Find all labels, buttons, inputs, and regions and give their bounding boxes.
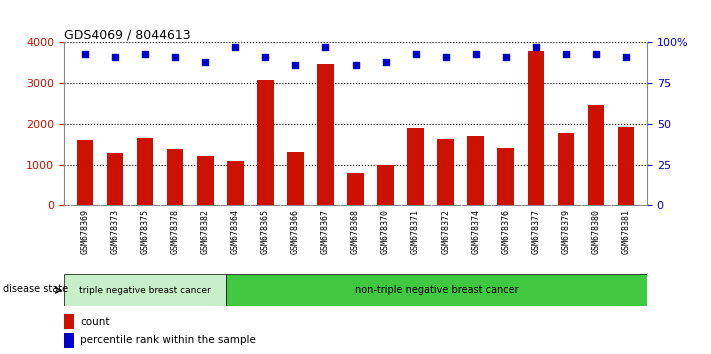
Bar — [347, 173, 364, 205]
Text: triple negative breast cancer: triple negative breast cancer — [79, 286, 211, 295]
Bar — [257, 80, 274, 205]
Point — [470, 51, 481, 57]
Point — [530, 45, 542, 50]
Point — [109, 54, 121, 60]
Point — [139, 51, 151, 57]
Point — [320, 45, 331, 50]
Bar — [588, 105, 604, 205]
Bar — [378, 165, 394, 205]
Point — [560, 51, 572, 57]
Bar — [107, 153, 123, 205]
Bar — [557, 133, 574, 205]
Bar — [137, 138, 154, 205]
Bar — [618, 127, 634, 205]
Text: GSM678375: GSM678375 — [141, 209, 149, 254]
Bar — [467, 136, 484, 205]
Bar — [167, 149, 183, 205]
Text: GSM678367: GSM678367 — [321, 209, 330, 254]
Text: GSM678366: GSM678366 — [291, 209, 300, 254]
Point — [230, 45, 241, 50]
Text: GSM678379: GSM678379 — [562, 209, 570, 254]
Point — [200, 59, 211, 65]
Text: non-triple negative breast cancer: non-triple negative breast cancer — [355, 285, 518, 295]
Text: GSM678369: GSM678369 — [80, 209, 90, 254]
Text: GSM678376: GSM678376 — [501, 209, 510, 254]
Point — [260, 54, 271, 60]
Bar — [407, 128, 424, 205]
Point — [80, 51, 91, 57]
Point — [410, 51, 422, 57]
Text: GSM678382: GSM678382 — [201, 209, 210, 254]
Text: GSM678364: GSM678364 — [231, 209, 240, 254]
Bar — [64, 333, 75, 348]
Text: GSM678365: GSM678365 — [261, 209, 270, 254]
Text: GSM678373: GSM678373 — [111, 209, 119, 254]
Bar — [77, 140, 93, 205]
Point — [350, 62, 361, 68]
Point — [620, 54, 631, 60]
Point — [380, 59, 391, 65]
Text: GSM678381: GSM678381 — [621, 209, 631, 254]
Text: GSM678380: GSM678380 — [592, 209, 600, 254]
Bar — [528, 51, 544, 205]
Text: GDS4069 / 8044613: GDS4069 / 8044613 — [64, 28, 191, 41]
Point — [590, 51, 602, 57]
Bar — [227, 161, 244, 205]
Text: GSM678371: GSM678371 — [411, 209, 420, 254]
Point — [500, 54, 511, 60]
Text: GSM678372: GSM678372 — [441, 209, 450, 254]
Text: GSM678374: GSM678374 — [471, 209, 480, 254]
Bar — [287, 152, 304, 205]
Text: GSM678377: GSM678377 — [531, 209, 540, 254]
Bar — [64, 274, 226, 306]
Text: percentile rank within the sample: percentile rank within the sample — [80, 335, 256, 346]
Point — [169, 54, 181, 60]
Text: GSM678370: GSM678370 — [381, 209, 390, 254]
Text: GSM678368: GSM678368 — [351, 209, 360, 254]
Bar — [498, 148, 514, 205]
Text: count: count — [80, 316, 109, 327]
Bar — [317, 64, 333, 205]
Text: GSM678378: GSM678378 — [171, 209, 180, 254]
Bar — [226, 274, 647, 306]
Text: disease state: disease state — [3, 284, 68, 294]
Point — [440, 54, 451, 60]
Bar — [437, 138, 454, 205]
Point — [289, 62, 301, 68]
Bar — [197, 156, 213, 205]
Bar — [64, 314, 75, 329]
